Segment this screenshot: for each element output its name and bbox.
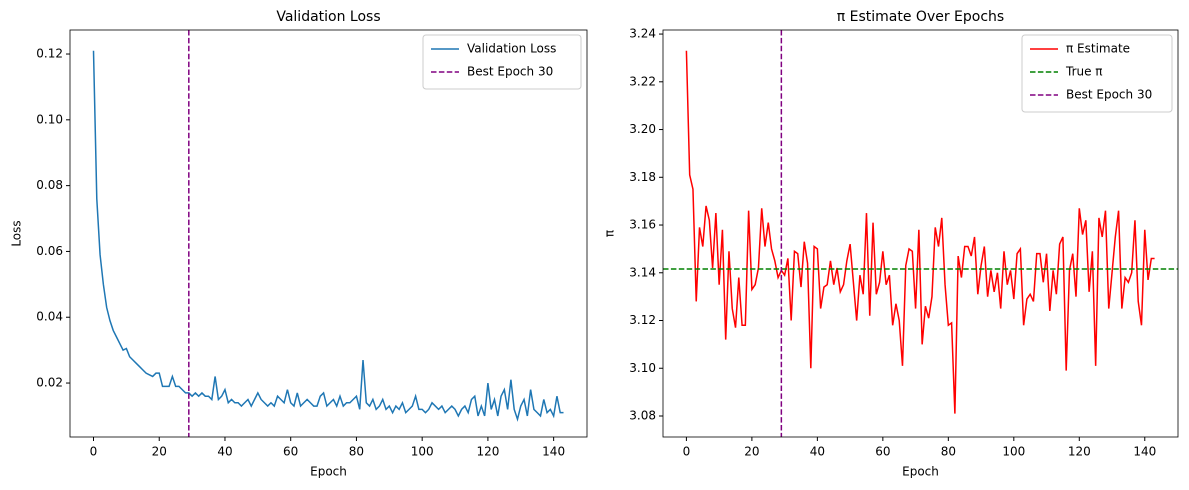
- x-tick-label: 100: [1002, 445, 1025, 459]
- x-tick-label: 60: [875, 445, 890, 459]
- x-tick-label: 80: [349, 445, 364, 459]
- legend-label: Validation Loss: [467, 42, 556, 56]
- legend-label: True π: [1065, 65, 1103, 79]
- legend-box: [422, 34, 582, 90]
- y-tick-label: 0.06: [36, 244, 63, 258]
- y-tick-label: 3.18: [629, 170, 656, 184]
- x-tick-label: 20: [152, 445, 167, 459]
- x-tick-label: 40: [810, 445, 825, 459]
- x-tick-label: 120: [1068, 445, 1091, 459]
- x-tick-label: 60: [283, 445, 298, 459]
- x-tick-label: 140: [542, 445, 565, 459]
- legend-label: π Estimate: [1066, 42, 1130, 56]
- y-axis-label: π: [603, 230, 617, 237]
- plot-frame: [662, 29, 1179, 438]
- plot-frame: [69, 29, 588, 438]
- chart-title: π Estimate Over Epochs: [837, 9, 1004, 25]
- y-tick-label: 3.20: [629, 122, 656, 136]
- y-tick-label: 3.08: [629, 408, 656, 422]
- legend-label: Best Epoch 30: [1066, 88, 1152, 102]
- data-line: [92, 50, 564, 422]
- chart-title: Validation Loss: [276, 9, 380, 25]
- legend-label: Best Epoch 30: [467, 65, 553, 79]
- y-tick-label: 0.10: [36, 112, 63, 126]
- x-tick-label: 0: [683, 445, 691, 459]
- y-tick-label: 0.04: [36, 310, 63, 324]
- x-axis-label: Epoch: [902, 465, 939, 479]
- x-axis-label: Epoch: [310, 465, 347, 479]
- y-axis-label: Loss: [10, 220, 24, 246]
- x-tick-label: 140: [1133, 445, 1156, 459]
- data-line: [685, 50, 1155, 414]
- y-tick-label: 3.10: [629, 361, 656, 375]
- x-tick-label: 20: [744, 445, 759, 459]
- y-tick-label: 3.12: [629, 313, 656, 327]
- y-tick-label: 0.12: [36, 47, 63, 61]
- y-tick-label: 0.08: [36, 178, 63, 192]
- y-tick-label: 3.22: [629, 74, 656, 88]
- y-tick-label: 3.16: [629, 218, 656, 232]
- x-tick-label: 40: [217, 445, 232, 459]
- x-tick-label: 120: [476, 445, 499, 459]
- x-tick-label: 80: [941, 445, 956, 459]
- legend-box: [1021, 34, 1173, 113]
- x-tick-label: 100: [411, 445, 434, 459]
- y-tick-label: 3.14: [629, 265, 656, 279]
- x-tick-label: 0: [90, 445, 98, 459]
- y-tick-label: 3.24: [629, 27, 656, 41]
- y-tick-label: 0.02: [36, 376, 63, 390]
